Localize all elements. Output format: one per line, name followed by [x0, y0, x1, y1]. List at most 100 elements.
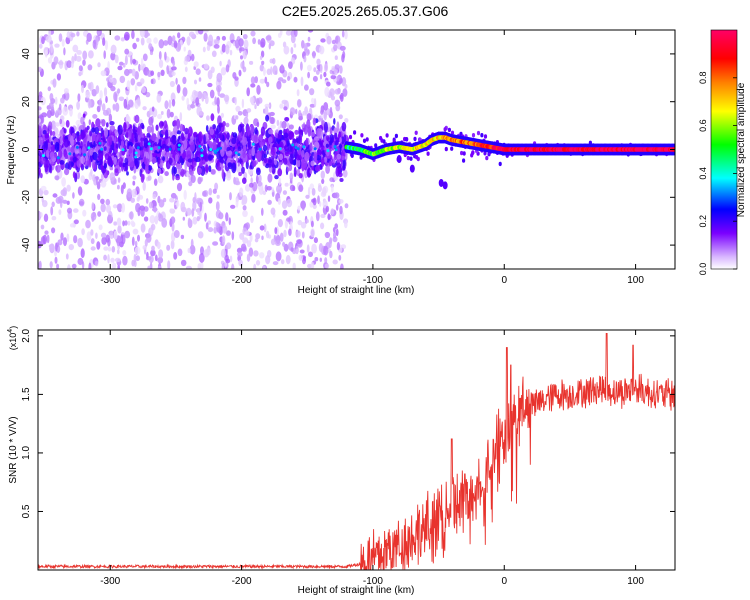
noise-cell	[54, 256, 58, 264]
band-cell	[72, 171, 76, 179]
y-tick-label: 0	[21, 146, 32, 152]
noise-cell	[335, 204, 339, 211]
noise-cell	[183, 189, 187, 200]
noise-cell	[242, 237, 249, 244]
noise-cell	[195, 97, 200, 106]
noise-cell	[293, 43, 297, 48]
noise-cell	[117, 184, 120, 190]
snr-panel: -300 -200 -100 0 100 0.5 1.0 1.5 2.0 Height of …	[7, 326, 676, 596]
noise-cell	[214, 96, 217, 105]
noise-cell	[298, 254, 303, 261]
band-cell	[286, 167, 290, 172]
noise-cell	[283, 229, 287, 238]
noise-cell	[108, 113, 113, 123]
noise-cell	[101, 103, 106, 112]
noise-cell	[207, 82, 213, 88]
noise-cell	[323, 71, 327, 78]
y-tick-label: 1.0	[21, 446, 32, 460]
band-cell	[135, 148, 141, 158]
noise-cell	[85, 90, 91, 99]
noise-cell	[170, 216, 176, 224]
noise-cell	[113, 230, 118, 240]
band-cell	[118, 157, 124, 163]
noise-cell	[38, 118, 42, 124]
noise-cell	[119, 75, 126, 84]
noise-cell	[99, 90, 103, 100]
noise-cell	[194, 79, 197, 85]
noise-cell	[257, 39, 261, 45]
noise-cell	[220, 248, 226, 258]
band-cell	[297, 145, 302, 156]
track-halo-cell	[362, 138, 367, 143]
band-cell	[203, 134, 206, 145]
x-tick-label: -200	[232, 275, 252, 286]
noise-cell	[272, 57, 276, 65]
noise-cell	[190, 174, 196, 184]
track-halo-cell	[413, 136, 417, 142]
noise-cell	[235, 105, 241, 112]
band-cell	[40, 157, 46, 165]
noise-cell	[128, 99, 134, 108]
noise-cell	[47, 57, 53, 64]
noise-cell	[268, 102, 272, 110]
band-peak-cell	[83, 153, 87, 157]
noise-cell	[92, 39, 97, 49]
band-cell	[146, 125, 152, 134]
band-cell	[312, 117, 317, 126]
noise-cell	[63, 237, 67, 247]
noise-cell	[100, 198, 105, 204]
noise-cell	[266, 186, 273, 191]
band-cell	[195, 156, 201, 163]
noise-cell	[341, 53, 345, 63]
noise-cell	[62, 106, 69, 116]
noise-cell	[221, 43, 226, 53]
noise-cell	[69, 107, 73, 117]
noise-cell	[94, 260, 99, 267]
noise-cell	[277, 197, 281, 205]
noise-cell	[180, 201, 186, 212]
noise-cell	[255, 260, 261, 266]
noise-cell	[140, 57, 144, 67]
noise-cell	[40, 96, 46, 106]
noise-cell	[235, 164, 242, 173]
band-cell	[331, 141, 335, 151]
band-cell	[323, 121, 328, 133]
noise-cell	[344, 203, 349, 209]
band-cell	[108, 156, 111, 165]
noise-cell	[169, 208, 173, 214]
noise-cell	[157, 175, 164, 184]
noise-cell	[103, 50, 106, 60]
band-cell	[263, 157, 267, 164]
band-cell	[118, 133, 122, 143]
noise-cell	[238, 38, 244, 47]
noise-cell	[323, 102, 329, 111]
noise-cell	[95, 175, 99, 186]
noise-cell	[54, 43, 60, 48]
noise-cell	[184, 55, 191, 62]
band-cell	[205, 125, 209, 132]
band-cell	[317, 149, 322, 154]
band-peak-cell	[41, 154, 45, 158]
noise-cell	[320, 213, 326, 219]
noise-cell	[136, 196, 140, 202]
noise-cell	[172, 60, 176, 67]
noise-cell	[243, 39, 249, 50]
noise-cell	[286, 198, 293, 208]
noise-cell	[158, 59, 164, 68]
track-halo-cell	[409, 156, 413, 161]
noise-cell	[283, 45, 290, 55]
band-cell	[89, 149, 93, 156]
noise-cell	[264, 106, 269, 116]
band-cell	[101, 119, 106, 127]
band-peak-cell	[213, 149, 217, 153]
band-cell	[208, 141, 213, 148]
noise-cell	[117, 249, 120, 255]
snr-line	[38, 333, 675, 570]
band-cell	[289, 144, 293, 152]
band-cell	[114, 168, 119, 174]
noise-cell	[344, 84, 348, 89]
noise-cell	[335, 228, 339, 237]
noise-cell	[100, 232, 107, 238]
noise-cell	[70, 32, 76, 38]
band-cell	[151, 156, 157, 164]
